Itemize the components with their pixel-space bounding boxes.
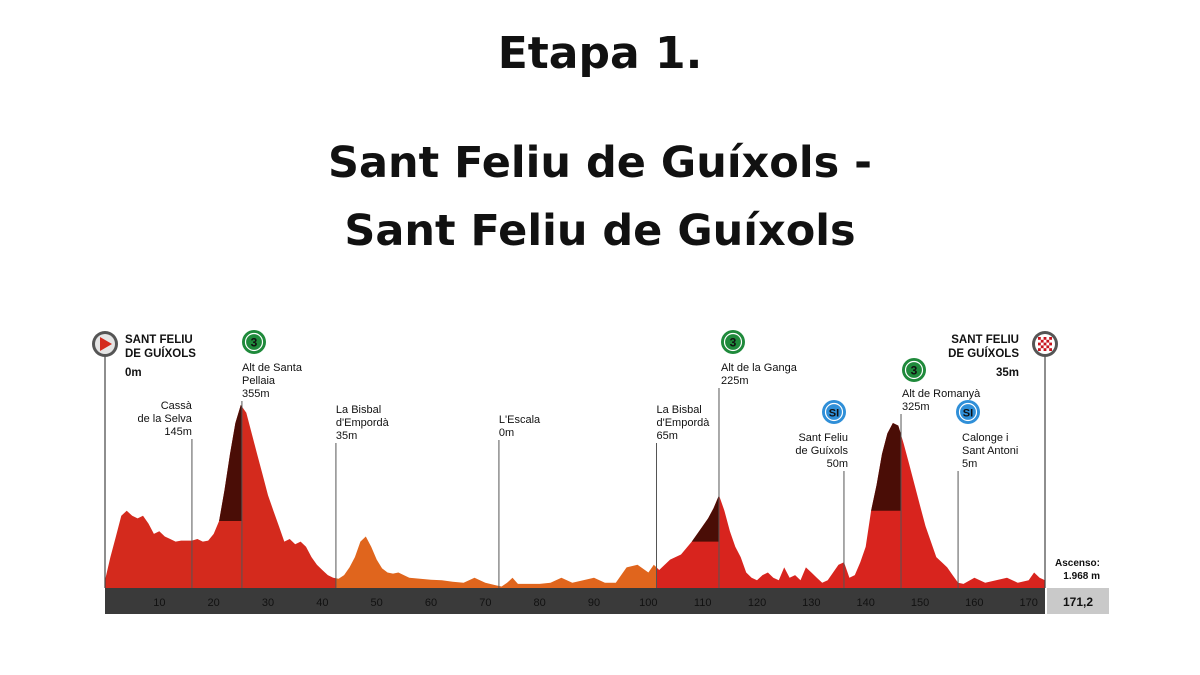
x-tick-label: 50 [371, 597, 383, 609]
x-tick-label: 60 [425, 597, 437, 609]
place-name-line: d'Empordà [336, 417, 390, 429]
sprint-name-line: Sant Antoni [962, 445, 1018, 457]
climb-section-3 [871, 423, 901, 511]
checker-square [1038, 342, 1041, 346]
climb-name-line: Pellaia [242, 375, 276, 387]
sprint-altitude: 5m [962, 458, 977, 470]
category-badge-ring [244, 332, 264, 352]
checker-square [1040, 345, 1044, 349]
x-tick-label: 30 [262, 597, 274, 609]
distance-axis: 171,2 10 20 30 40 50 60 70 80 90 100 110 120 130 140 15… [105, 588, 1109, 614]
place-altitude: 35m [336, 430, 357, 442]
climb-category: 3 [730, 336, 737, 350]
place-name-line: Cassà [161, 400, 193, 412]
distance-axis-bar [105, 588, 1045, 614]
total-distance-label: 171,2 [1063, 595, 1093, 609]
profile-areas [105, 405, 1045, 588]
place-name-line: d'Empordà [657, 417, 711, 429]
place-altitude: 145m [164, 426, 192, 438]
checker-square [1043, 342, 1047, 346]
sprint-name-line: de Guíxols [795, 445, 848, 457]
climb-category: 3 [911, 364, 918, 378]
x-tick-label: 70 [479, 597, 491, 609]
checker-square [1038, 337, 1041, 340]
x-tick-label: 170 [1020, 597, 1038, 609]
ascent-label: Ascenso: [1055, 558, 1100, 569]
total-distance-box [1047, 588, 1109, 614]
profile-segment-1 [105, 405, 336, 588]
profile-segment-3 [656, 423, 1045, 588]
climb-name-line: Alt de la Ganga [721, 362, 798, 374]
climb-altitude: 325m [902, 401, 930, 413]
sprint-name-line: Sant Feliu [798, 432, 848, 444]
checker-square [1049, 348, 1052, 351]
x-tick-label: 80 [534, 597, 546, 609]
place-name-line: La Bisbal [657, 404, 702, 416]
checker-square [1038, 348, 1041, 351]
checker-square [1043, 348, 1047, 351]
climb-altitude: 355m [242, 388, 270, 400]
ascent-value: 1.968 m [1063, 571, 1100, 582]
x-tick-label: 150 [911, 597, 929, 609]
category-badge-ring [723, 332, 743, 352]
sprint-altitude: 50m [827, 458, 848, 470]
x-tick-label: 20 [208, 597, 220, 609]
sprint-badge-ring [824, 402, 844, 422]
x-tick-label: 160 [965, 597, 983, 609]
x-tick-label: 130 [802, 597, 820, 609]
profile-segment-2 [335, 536, 657, 588]
finish-name-line: DE GUÍXOLS [948, 347, 1019, 360]
x-tick-label: 110 [694, 597, 712, 609]
checker-square [1046, 339, 1050, 343]
x-tick-label: 120 [748, 597, 766, 609]
stage-title: Etapa 1. [497, 28, 703, 79]
checker-square [1046, 345, 1050, 349]
checker-square [1049, 342, 1052, 346]
climb-name-line: Alt de Romanyà [902, 388, 981, 400]
finish-altitude: 35m [996, 367, 1019, 379]
place-name-line: La Bisbal [336, 404, 381, 416]
place-altitude: 0m [499, 427, 514, 439]
x-tick-label: 40 [316, 597, 328, 609]
x-tick-label: 140 [857, 597, 875, 609]
climb-section-1 [219, 405, 242, 521]
climb-category: 3 [251, 336, 258, 350]
route-title-line-1: Sant Feliu de Guíxols - [328, 138, 872, 188]
route-title-line-2: Sant Feliu de Guíxols [344, 206, 856, 256]
place-altitude: 65m [657, 430, 678, 442]
start-altitude: 0m [125, 367, 142, 379]
start-name-line: SANT FELIU [125, 334, 193, 346]
x-tick-label: 100 [639, 597, 657, 609]
climb-altitude: 225m [721, 375, 749, 387]
x-tick-label: 10 [153, 597, 165, 609]
climb-section-2 [691, 495, 719, 542]
sprint-name-line: Calonge i [962, 432, 1008, 444]
checker-square [1043, 337, 1047, 340]
sprint-badge-label: SI [829, 408, 839, 420]
climb-name-line: Alt de Santa [242, 362, 303, 374]
sprint-badge-ring [958, 402, 978, 422]
checker-square [1040, 339, 1044, 343]
place-name-line: de la Selva [137, 413, 192, 425]
start-arrow-icon [100, 337, 112, 351]
place-name-line: L'Escala [499, 414, 541, 426]
sprint-badge-label: SI [963, 408, 973, 420]
checker-square [1049, 337, 1052, 340]
finish-name-line: SANT FELIU [951, 334, 1019, 346]
category-badge-ring [904, 360, 924, 380]
marker-lines [104, 345, 1046, 588]
x-tick-label: 90 [588, 597, 600, 609]
start-name-line: DE GUÍXOLS [125, 347, 196, 360]
